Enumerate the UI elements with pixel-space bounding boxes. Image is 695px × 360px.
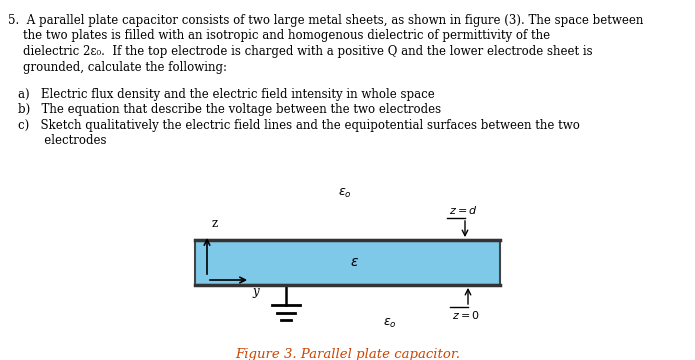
Bar xyxy=(195,240,500,285)
Text: $\varepsilon_o$: $\varepsilon_o$ xyxy=(383,317,397,330)
Text: y: y xyxy=(252,285,259,298)
Text: the two plates is filled with an isotropic and homogenous dielectric of permitti: the two plates is filled with an isotrop… xyxy=(8,30,550,42)
Text: Figure 3. Parallel plate capacitor.: Figure 3. Parallel plate capacitor. xyxy=(236,348,461,360)
Text: a)   Electric flux density and the electric field intensity in whole space: a) Electric flux density and the electri… xyxy=(18,88,435,101)
Text: $z = 0$: $z = 0$ xyxy=(452,309,480,321)
Text: $\varepsilon$: $\varepsilon$ xyxy=(350,255,359,269)
Text: z: z xyxy=(212,217,218,230)
Text: $z = d$: $z = d$ xyxy=(449,204,477,216)
Text: dielectric 2ε₀.  If the top electrode is charged with a positive Q and the lower: dielectric 2ε₀. If the top electrode is … xyxy=(8,45,593,58)
Text: c)   Sketch qualitatively the electric field lines and the equipotential surface: c) Sketch qualitatively the electric fie… xyxy=(18,119,580,132)
Text: 5.  A parallel plate capacitor consists of two large metal sheets, as shown in f: 5. A parallel plate capacitor consists o… xyxy=(8,14,644,27)
Text: electrodes: electrodes xyxy=(18,135,106,148)
Text: b)   The equation that describe the voltage between the two electrodes: b) The equation that describe the voltag… xyxy=(18,104,441,117)
Text: $\varepsilon_o$: $\varepsilon_o$ xyxy=(338,187,352,200)
Text: grounded, calculate the following:: grounded, calculate the following: xyxy=(8,60,227,73)
